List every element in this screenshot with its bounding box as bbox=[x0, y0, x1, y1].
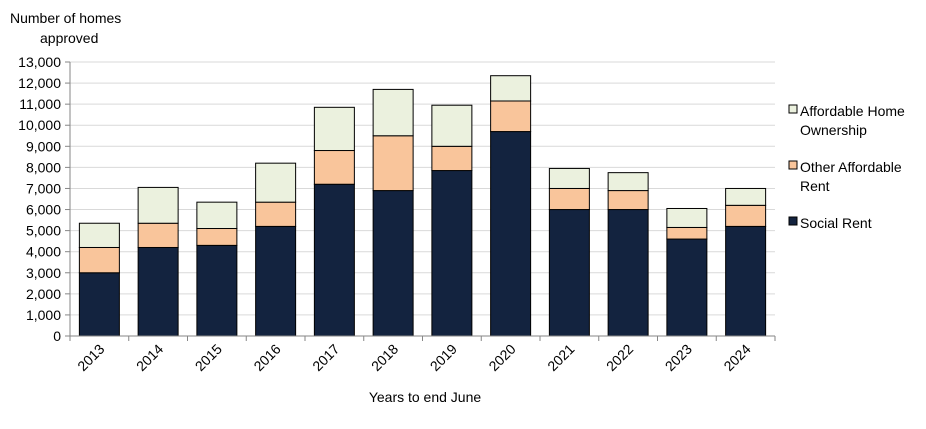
x-tick-label: 2017 bbox=[309, 341, 342, 374]
bar-segment-social-rent bbox=[548, 209, 590, 337]
bar-segment-social-rent bbox=[607, 209, 649, 337]
x-tick-label: 2024 bbox=[720, 341, 753, 374]
bar-segment-social-rent bbox=[431, 170, 473, 337]
bar-segment-other-affordable-rent bbox=[372, 135, 414, 192]
bar-segment-affordable-home-ownership bbox=[666, 207, 708, 228]
bar-segment-affordable-home-ownership bbox=[78, 222, 120, 248]
legend-label: Affordable Home bbox=[800, 103, 905, 119]
y-tick-label: 6,000 bbox=[26, 202, 61, 218]
y-tick-label: 0 bbox=[53, 328, 61, 344]
legend-swatch bbox=[788, 160, 798, 170]
x-tick-label: 2021 bbox=[544, 341, 577, 374]
bar-segment-social-rent bbox=[372, 190, 414, 337]
bar-segment-other-affordable-rent bbox=[431, 145, 473, 172]
bar-segment-affordable-home-ownership bbox=[372, 88, 414, 137]
bar-segment-affordable-home-ownership bbox=[607, 172, 649, 192]
y-tick-label: 10,000 bbox=[18, 117, 61, 133]
legend-label: Other Affordable bbox=[800, 159, 902, 175]
bar-segment-other-affordable-rent bbox=[196, 228, 238, 246]
y-tick-label: 7,000 bbox=[26, 180, 61, 196]
bar-segment-affordable-home-ownership bbox=[548, 167, 590, 189]
y-tick-label: 11,000 bbox=[19, 96, 61, 112]
legend: Affordable Home Ownership Other Affordable… bbox=[788, 103, 905, 231]
x-tick-label: 2019 bbox=[427, 341, 460, 374]
bar-segment-social-rent bbox=[196, 244, 238, 337]
bar-segment-other-affordable-rent bbox=[137, 222, 179, 248]
bar-segment-other-affordable-rent bbox=[607, 190, 649, 211]
x-tick-label: 2013 bbox=[74, 341, 107, 374]
bar-segment-affordable-home-ownership bbox=[431, 104, 473, 147]
x-tick-label: 2014 bbox=[133, 341, 166, 374]
bar-segment-other-affordable-rent bbox=[78, 246, 120, 274]
bars bbox=[78, 75, 767, 337]
x-tick-label: 2022 bbox=[603, 341, 636, 374]
bar-segment-social-rent bbox=[666, 238, 708, 337]
bar-segment-social-rent bbox=[255, 225, 297, 337]
y-axis-ticks: 0 1,000 2,000 3,000 4,000 5,000 6,000 7,000 8,00… bbox=[18, 54, 70, 344]
y-tick-label: 1,000 bbox=[26, 307, 61, 323]
bar-segment-affordable-home-ownership bbox=[196, 201, 238, 230]
legend-swatch bbox=[788, 104, 798, 114]
bar-segment-other-affordable-rent bbox=[313, 150, 355, 185]
bar-segment-social-rent bbox=[78, 272, 120, 337]
bar-segment-social-rent bbox=[490, 131, 532, 337]
x-tick-label: 2018 bbox=[368, 341, 401, 374]
y-tick-label: 13,000 bbox=[18, 54, 61, 70]
x-tick-label: 2016 bbox=[250, 341, 283, 374]
y-tick-label: 9,000 bbox=[26, 138, 61, 154]
gridlines bbox=[70, 61, 775, 316]
bar-segment-social-rent bbox=[725, 225, 767, 337]
bar-segment-other-affordable-rent bbox=[725, 204, 767, 227]
y-axis-title-line-2: approved bbox=[40, 30, 98, 46]
y-tick-label: 5,000 bbox=[26, 223, 61, 239]
x-tick-label: 2023 bbox=[662, 341, 695, 374]
y-tick-label: 8,000 bbox=[26, 159, 61, 175]
bar-segment-other-affordable-rent bbox=[255, 201, 297, 227]
y-tick-label: 12,000 bbox=[18, 75, 61, 91]
y-tick-label: 4,000 bbox=[26, 244, 61, 260]
bar-segment-affordable-home-ownership bbox=[725, 187, 767, 206]
bar-segment-other-affordable-rent bbox=[666, 226, 708, 240]
bar-segment-affordable-home-ownership bbox=[255, 162, 297, 203]
bar-segment-affordable-home-ownership bbox=[313, 106, 355, 152]
bar-segment-social-rent bbox=[137, 246, 179, 337]
y-axis-title-line-1: Number of homes bbox=[10, 10, 121, 26]
bar-segment-affordable-home-ownership bbox=[490, 75, 532, 102]
legend-label: Social Rent bbox=[800, 215, 872, 231]
y-tick-label: 2,000 bbox=[26, 286, 61, 302]
bar-segment-social-rent bbox=[313, 183, 355, 337]
bar-segment-affordable-home-ownership bbox=[137, 186, 179, 224]
y-tick-label: 3,000 bbox=[26, 265, 61, 281]
x-tick-label: 2020 bbox=[485, 341, 518, 374]
legend-label: Ownership bbox=[800, 122, 867, 138]
legend-label: Rent bbox=[800, 178, 830, 194]
bar-segment-other-affordable-rent bbox=[548, 187, 590, 211]
bar-segment-other-affordable-rent bbox=[490, 100, 532, 133]
x-tick-label: 2015 bbox=[192, 341, 225, 374]
x-axis-ticks: 2013 2014 2015 2016 2017 2018 2019 2020 2021 2022… bbox=[69, 336, 776, 374]
legend-swatch bbox=[788, 216, 798, 226]
x-axis-title: Years to end June bbox=[369, 389, 482, 405]
